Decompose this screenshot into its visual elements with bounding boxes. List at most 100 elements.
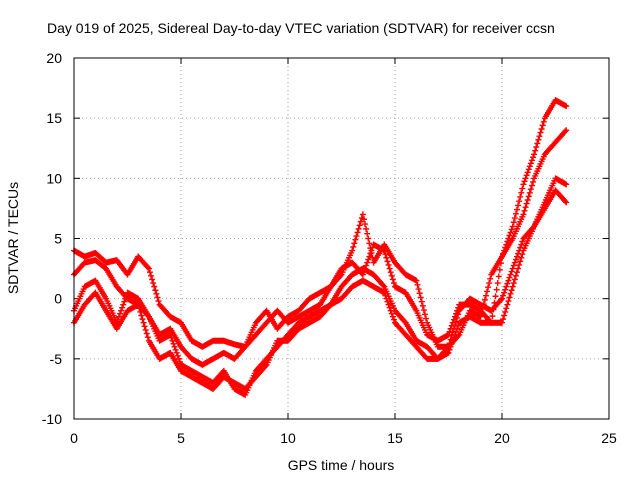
data-point (518, 189, 525, 196)
x-tick-label: 0 (70, 430, 78, 446)
data-point (532, 147, 539, 154)
data-point (387, 307, 394, 314)
data-point (381, 289, 388, 296)
data-point (390, 280, 397, 287)
data-point (505, 277, 512, 284)
data-point (482, 292, 489, 299)
data-point (136, 305, 143, 312)
data-point (507, 290, 514, 297)
data-point (525, 193, 532, 200)
data-point (513, 206, 520, 213)
data-point (495, 273, 502, 280)
data-point (366, 240, 373, 247)
data-point (119, 304, 126, 311)
y-tick-label: 0 (54, 291, 62, 307)
data-point (519, 185, 526, 192)
x-tick-label: 10 (280, 430, 296, 446)
data-point (503, 305, 510, 312)
data-point (511, 259, 518, 266)
data-point (423, 315, 430, 322)
data-point (241, 345, 248, 352)
data-point (401, 318, 408, 325)
data-point (367, 250, 374, 257)
data-point (512, 210, 519, 217)
data-point (416, 290, 423, 297)
data-point (359, 211, 366, 218)
data-point (122, 295, 129, 302)
y-tick-label: 10 (46, 170, 62, 186)
data-point (507, 271, 514, 278)
data-point (389, 276, 396, 283)
data-point (389, 313, 396, 320)
data-point (528, 157, 535, 164)
data-point (365, 256, 372, 263)
data-point (352, 236, 359, 243)
data-point (539, 122, 546, 129)
data-point (444, 345, 451, 352)
data-point (170, 340, 177, 347)
data-point (144, 334, 151, 341)
data-point (451, 322, 458, 329)
x-tick-label: 5 (177, 430, 185, 446)
data-point (354, 229, 361, 236)
data-point (527, 160, 534, 167)
data-point (351, 240, 358, 247)
data-point (477, 313, 484, 320)
data-point (505, 298, 512, 305)
data-point (540, 118, 547, 125)
data-point (154, 294, 161, 301)
data-point (360, 216, 367, 223)
data-point (502, 308, 509, 315)
data-point (526, 189, 533, 196)
data-point (167, 331, 174, 338)
data-point (169, 337, 176, 344)
chart-title: Day 019 of 2025, Sidereal Day-to-day VTE… (47, 20, 555, 36)
data-point (385, 301, 392, 308)
data-point (384, 258, 391, 265)
data-point (487, 275, 494, 282)
data-point (172, 346, 179, 353)
data-point (417, 294, 424, 301)
data-point (173, 349, 180, 356)
data-point (519, 238, 526, 245)
data-point (455, 332, 462, 339)
data-point (522, 204, 529, 211)
data-point (562, 128, 569, 135)
data-point (450, 325, 457, 332)
data-point (446, 340, 453, 347)
data-point (504, 280, 511, 287)
data-point (509, 223, 516, 230)
y-tick-label: -5 (50, 351, 63, 367)
data-point (449, 329, 456, 336)
data-point (521, 178, 528, 185)
data-point (455, 311, 462, 318)
data-point (536, 133, 543, 140)
data-point (563, 103, 570, 110)
data-point (509, 283, 516, 290)
data-point (150, 280, 157, 287)
data-point (563, 181, 570, 188)
y-tick-label: -10 (42, 411, 62, 427)
data-point (355, 225, 362, 232)
data-point (485, 284, 492, 291)
data-point (382, 292, 389, 299)
data-point (510, 262, 517, 269)
y-axis-label: SDTVAR / TECUs (5, 182, 21, 294)
data-point (117, 310, 124, 317)
data-point (496, 266, 503, 273)
data-point (527, 186, 534, 193)
data-point (484, 288, 491, 295)
data-point (513, 269, 520, 276)
data-point (143, 330, 150, 337)
data-point (384, 298, 391, 305)
data-point (517, 258, 524, 265)
data-point (499, 295, 505, 302)
data-point (146, 269, 153, 276)
y-tick-label: 20 (46, 50, 62, 66)
data-point (365, 235, 372, 242)
data-point (454, 314, 461, 321)
data-point (517, 244, 524, 251)
data-point (381, 247, 388, 254)
data-points (71, 97, 570, 398)
